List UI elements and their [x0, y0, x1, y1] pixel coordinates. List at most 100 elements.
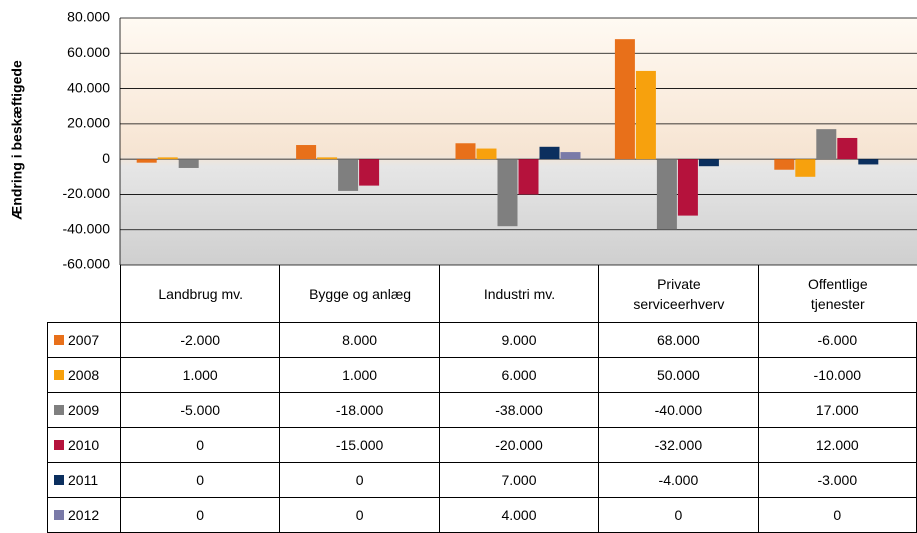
table-cell: 6.000 [438, 357, 600, 393]
bar [317, 157, 338, 160]
table-cell: 1.000 [279, 357, 440, 393]
table-cell: -2.000 [120, 322, 281, 358]
table-cell-text: -32.000 [654, 437, 703, 453]
bar [635, 70, 656, 160]
bar [497, 159, 518, 227]
bar [837, 137, 858, 160]
category-header-text: Bygge og anlæg [309, 285, 412, 302]
legend-cell: 2012 [47, 497, 121, 533]
table-cell-text: 12.000 [815, 437, 859, 453]
plot-background [120, 18, 917, 265]
table-cell-text: 4.000 [501, 507, 537, 523]
table-cell: -32.000 [598, 427, 759, 463]
table-cell: 12.000 [757, 427, 917, 463]
y-tick-label: 40.000 [67, 79, 110, 95]
table-cell: 50.000 [598, 357, 759, 393]
legend-cell: 2009 [47, 392, 121, 428]
table-cell-text: -4.000 [658, 472, 699, 488]
bar [774, 159, 795, 170]
table-cell: 7.000 [438, 462, 600, 498]
bar [518, 159, 539, 195]
legend-label: 2008 [68, 367, 100, 383]
table-cell: 8.000 [279, 322, 440, 358]
legend-label: 2009 [68, 402, 100, 418]
table-cell-text: 0 [196, 472, 205, 488]
bar [698, 159, 719, 167]
table-cell-text: 9.000 [501, 332, 537, 348]
bar [136, 159, 157, 163]
table-cell-text: -40.000 [654, 402, 703, 418]
y-tick-label: -60.000 [63, 256, 111, 272]
table-cell: 4.000 [438, 497, 600, 533]
legend-swatch [54, 475, 64, 485]
category-header-text: Private serviceerhverv [633, 275, 725, 312]
bar [677, 159, 698, 216]
table-cell-text: 50.000 [656, 367, 700, 383]
table-cell: -6.000 [757, 322, 917, 358]
table-cell-text: 8.000 [342, 332, 378, 348]
y-tick-label: 0 [102, 150, 110, 166]
legend-label: 2011 [68, 472, 99, 488]
bar [296, 145, 317, 160]
bar [560, 152, 581, 160]
table-cell-text: -15.000 [335, 437, 384, 453]
table-cell-text: 0 [674, 507, 683, 523]
category-header-text: Landbrug mv. [158, 285, 243, 302]
table-cell-text: 0 [196, 507, 205, 523]
bar [614, 39, 635, 160]
table-cell-text: 1.000 [182, 367, 218, 383]
bar [795, 159, 816, 177]
table-cell: 0 [120, 497, 281, 533]
table-cell: -4.000 [598, 462, 759, 498]
table-cell-text: -18.000 [335, 402, 384, 418]
bar [539, 146, 560, 160]
bar [455, 143, 476, 160]
table-cell-text: 0 [196, 437, 205, 453]
legend-cell: 2010 [47, 427, 121, 463]
bar [157, 157, 178, 160]
table-cell: 1.000 [120, 357, 281, 393]
bar [858, 159, 879, 165]
category-header: Industri mv. [438, 265, 599, 322]
category-header-text: Offentlige tjenester [807, 275, 868, 312]
table-cell: -40.000 [598, 392, 759, 428]
table-cell: -3.000 [757, 462, 917, 498]
legend-label: 2012 [68, 507, 100, 523]
table-cell-text: -2.000 [180, 332, 221, 348]
table-cell-text: 68.000 [656, 332, 700, 348]
table-cell: 68.000 [598, 322, 759, 358]
table-cell-text: -5.000 [180, 402, 221, 418]
bar [816, 129, 837, 160]
table-cell-text: -10.000 [813, 367, 862, 383]
category-header-text: Industri mv. [483, 285, 556, 302]
table-cell: -15.000 [279, 427, 440, 463]
bar [338, 159, 359, 191]
legend-swatch [54, 510, 64, 520]
bar [178, 159, 199, 168]
table-cell-text: 0 [355, 507, 364, 523]
category-header: Landbrug mv. [120, 265, 280, 322]
table-cell-text: 6.000 [501, 367, 537, 383]
y-tick-label: 60.000 [67, 44, 110, 60]
table-cell: -5.000 [120, 392, 281, 428]
table-cell: 0 [598, 497, 759, 533]
category-header: Bygge og anlæg [279, 265, 439, 322]
table-cell: -18.000 [279, 392, 440, 428]
table-cell: -20.000 [438, 427, 600, 463]
table-cell-text: 1.000 [342, 367, 378, 383]
legend-cell: 2007 [47, 322, 121, 358]
table-cell: -38.000 [438, 392, 600, 428]
legend-swatch [54, 335, 64, 345]
bar [656, 159, 677, 230]
y-tick-label: 80.000 [67, 9, 110, 25]
legend-cell: 2008 [47, 357, 121, 393]
category-header: Offentlige tjenester [757, 265, 917, 322]
table-cell: 17.000 [757, 392, 917, 428]
bar [476, 148, 497, 160]
y-tick-label: 20.000 [67, 115, 110, 131]
table-cell: 0 [279, 497, 440, 533]
legend-swatch [54, 370, 64, 380]
table-cell-text: 0 [355, 472, 364, 488]
